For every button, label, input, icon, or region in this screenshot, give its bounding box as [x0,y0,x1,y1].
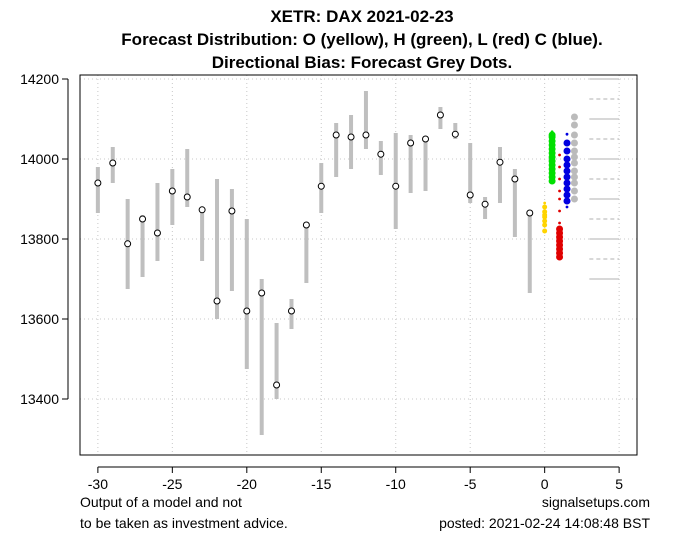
close-point [466,191,474,199]
forecast-bias-dot [570,173,578,181]
close-point [377,150,385,158]
forecast-bias-dot [570,121,578,129]
close-point [139,215,147,223]
price-bars [94,91,534,435]
close-point [481,200,489,208]
forecast-open-dot [542,209,548,215]
forecast-bias-dot [570,139,578,147]
chart-title-line-3: Directional Bias: Forecast Grey Dots. [212,53,512,72]
forecast-bias-dot [570,153,578,161]
forecast-open-dot [542,218,548,224]
x-tick-label: -5 [464,476,477,492]
close-point [287,307,295,315]
source-site: signalsetups.com [542,494,650,510]
forecast-outlier-dot [543,204,547,208]
forecast-bias-dot [570,131,578,139]
y-tick-label: 13600 [20,311,59,327]
forecast-close-dot [563,185,571,193]
forecast-bias-dot [570,167,578,175]
close-point [392,182,400,190]
forecast-outlier-dot [558,153,561,157]
x-tick-label: -15 [311,476,331,492]
forecast-outlier-dot [558,209,561,213]
forecast-outlier-dot [558,177,561,181]
close-point [183,193,191,201]
forecast-outlier-dot [558,197,561,201]
forecast-close-dot [563,191,571,199]
forecast-bias-dot [570,187,578,195]
x-tick-label: -20 [237,476,257,492]
forecast-close-dot [563,161,571,169]
x-tick-label: -30 [88,476,108,492]
forecast-bias-dot [570,113,578,121]
forecast-close-dot [563,139,571,147]
close-point [124,240,132,248]
x-tick-label: 0 [541,476,549,492]
forecast-open-dot [542,228,548,234]
forecast-bias-dot [570,179,578,187]
forecast-close-dot [563,179,571,187]
forecast-low-dot [556,225,564,233]
forecast-close-dot [563,197,571,205]
y-tick-label: 13400 [20,391,59,407]
forecast-close-dot [563,147,571,155]
grid [80,75,637,455]
forecast-close-dot [563,155,571,163]
close-point [94,179,102,187]
disclaimer-line-1: Output of a model and not [80,494,242,510]
close-point [168,187,176,195]
forecast-outlier-dot [565,205,569,209]
forecast-outlier-dot [558,189,561,193]
x-tick-label: -25 [162,476,182,492]
forecast-open-dot [542,222,548,228]
forecast-high-dot [548,131,556,139]
close-point [511,175,519,183]
close-point [362,131,370,139]
close-point [258,289,266,297]
close-point [198,206,206,214]
forecast-bias-dot [570,147,578,155]
posted-timestamp: posted: 2021-02-24 14:08:48 BST [439,515,650,531]
close-point [302,221,310,229]
close-point [317,182,325,190]
forecast-outlier-dot [550,130,554,134]
forecast-close-dot [563,173,571,181]
close-point [228,207,236,215]
close-point [451,130,459,138]
x-tick-label: -10 [386,476,406,492]
close-point [332,131,340,139]
reference-levels [589,78,620,280]
close-point [153,229,161,237]
close-point [526,209,534,217]
chart-title-line-1: XETR: DAX 2021-02-23 [270,7,453,26]
close-point [496,158,504,166]
forecast-distribution [542,113,578,261]
chart-title-line-2: Forecast Distribution: O (yellow), H (gr… [121,30,602,49]
close-point [436,111,444,119]
disclaimer-line-2: to be taken as investment advice. [80,515,288,531]
x-tick-label: 5 [615,476,623,492]
y-tick-label: 14200 [20,71,59,87]
close-point [422,135,430,143]
forecast-bias-dot [570,195,578,203]
close-point [213,297,221,305]
axes: -30 -25 -20 -15 -10 -5 0 5 13400 13600 13800 14000 1… [20,71,623,492]
close-point [243,307,251,315]
forecast-outlier-dot [565,132,569,136]
plot-frame [79,74,638,456]
close-point [407,139,415,147]
forecast-close-dot [563,167,571,175]
y-tick-label: 13800 [20,231,59,247]
forecast-bias-dot [570,159,578,167]
close-point [109,159,117,167]
forecast-outlier-dot [558,221,561,225]
forecast-outlier-dot [543,201,547,205]
y-tick-label: 14000 [20,151,59,167]
close-point [347,133,355,141]
forecast-outlier-dot [558,165,561,169]
close-point [273,381,281,389]
